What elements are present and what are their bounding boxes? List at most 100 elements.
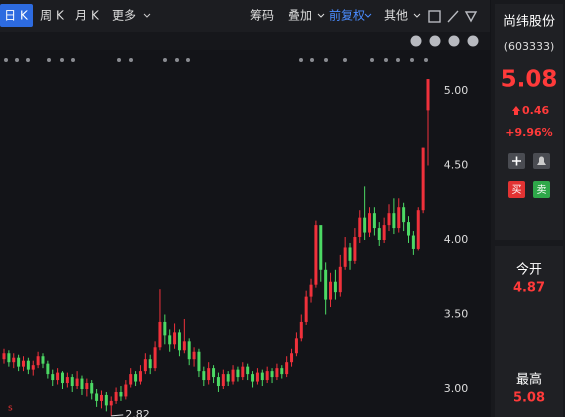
candle-body [17,357,21,367]
event-dot [60,58,64,62]
buy-label: 买 [512,184,522,196]
candle-body [7,353,11,363]
y-tick-label: 4.50 [444,159,469,172]
period-tab[interactable]: 周 K [40,9,65,23]
tool-icons[interactable] [428,10,478,23]
candle-body [299,321,303,339]
candle-body [221,374,225,387]
candle-body [319,225,323,270]
candle-body [182,341,186,351]
change-pct: +9.96% [505,126,552,139]
candle-body [207,368,211,381]
candle-body [41,356,45,364]
candle-body [95,393,99,401]
candle-body [353,237,357,261]
candle-body [280,368,284,375]
candle-body [2,353,6,360]
toolbar [0,0,490,32]
tool-tab[interactable]: 前复权 [329,8,365,23]
tool-tab[interactable]: 筹码 [250,9,274,23]
event-dot [299,58,303,62]
candle-body [324,269,328,300]
candle-body [231,369,235,382]
dropdown-caret [143,13,151,18]
stat-value: 5.08 [513,391,545,406]
period-tab[interactable]: 日 K [4,9,29,23]
tool-tab[interactable]: 其他 [384,9,408,23]
candle-body [104,394,108,406]
event-dot [324,58,328,62]
event-dot [410,58,414,62]
candle-body [251,374,255,382]
change: 0.46 [522,104,549,117]
price: 5.08 [501,67,558,93]
candle-body [124,384,128,397]
event-dot [4,58,8,62]
subbar [0,32,490,50]
candle-body [148,359,152,369]
annotation-label: 2.82 [125,408,149,417]
dropdown-caret [317,13,325,18]
candle-body [411,235,415,249]
candle-body [416,210,420,249]
candle-body [402,207,406,223]
event-dot [396,58,400,62]
candle-body [270,371,274,378]
candle-body [12,357,16,363]
candle-body [265,371,269,381]
candle-body [143,359,147,372]
candle-body [338,266,342,293]
window-icons [410,35,479,47]
tool-tab[interactable]: 叠加 [288,9,312,23]
candle-body [382,225,386,240]
candle-body [21,360,25,367]
candle-body [236,369,240,378]
stat-label: 今开 [516,262,542,278]
period-tab[interactable]: 更多 [112,9,136,23]
candle-body [363,217,367,233]
candle-body [421,147,425,211]
candle-body [377,228,381,240]
candle-body [187,341,191,360]
candle-body [358,217,362,238]
candle-body [119,391,123,397]
candle-body [168,335,172,345]
period-tab[interactable]: 月 K [75,9,100,23]
marker-s: s [8,404,13,414]
stock-code: (603333) [504,40,555,53]
event-dot [71,58,75,62]
candle-body [134,374,138,382]
candle-body [26,360,30,370]
event-dot [370,58,374,62]
event-dot [26,58,30,62]
stock-name: 尚纬股份 [503,15,555,30]
candle-body [51,374,55,381]
event-dot [310,58,314,62]
candle-body [173,332,177,345]
candle-body [80,378,84,389]
sell-button[interactable] [533,181,550,198]
candle-body [372,213,376,229]
candle-body [158,321,162,348]
candle-body [65,377,69,384]
candle-body [226,374,230,382]
candle-body [368,213,372,233]
candle-body [348,247,352,261]
candle-body [275,368,279,378]
candle-body [177,332,181,351]
event-dot [424,58,428,62]
candle-body [36,356,40,366]
candle-body [197,351,201,372]
quote-card [495,4,563,240]
period-selected [0,4,33,27]
candle-body [75,378,79,387]
candle-body [309,284,313,297]
stats-card [495,246,563,417]
candle-body [129,374,133,385]
event-dot [47,58,51,62]
annotation-line [111,414,124,417]
candle-body [202,371,206,381]
buy-button[interactable] [508,181,525,198]
